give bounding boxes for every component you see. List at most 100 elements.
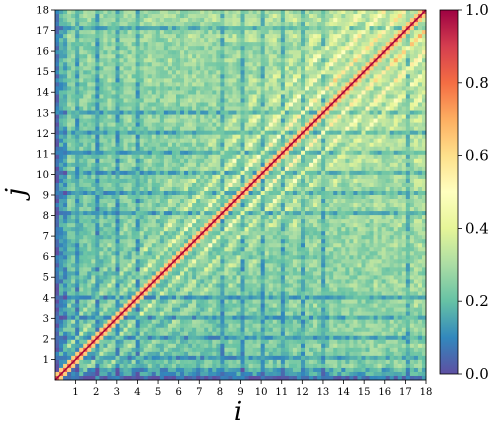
heatmap-cell — [272, 46, 278, 51]
heatmap-cell — [67, 78, 72, 83]
heatmap-cell — [353, 18, 358, 23]
heatmap-cell — [268, 174, 274, 180]
heatmap-cell — [321, 126, 326, 131]
heatmap-cell — [276, 170, 282, 176]
heatmap-cell — [107, 227, 112, 232]
heatmap-cell — [212, 130, 217, 136]
heatmap-cell — [171, 170, 177, 176]
heatmap-cell — [333, 30, 338, 35]
heatmap-cell — [337, 58, 342, 63]
heatmap-cell — [373, 126, 378, 131]
heatmap-cell — [220, 203, 225, 208]
heatmap-cell — [63, 82, 68, 87]
heatmap-cell — [59, 182, 64, 188]
heatmap-cell — [224, 78, 229, 83]
heatmap-cell — [321, 10, 326, 15]
heatmap-cell — [317, 86, 322, 91]
heatmap-cell — [131, 10, 136, 15]
heatmap-cell — [67, 195, 72, 200]
heatmap-cell — [321, 70, 326, 75]
heatmap-cell — [115, 38, 120, 43]
heatmap-cell — [200, 74, 205, 79]
heatmap-cell — [405, 82, 411, 87]
heatmap-cell — [244, 166, 249, 172]
heatmap-cell — [167, 223, 173, 228]
heatmap-cell — [256, 150, 262, 156]
heatmap-cell — [79, 203, 84, 208]
heatmap-cell — [369, 146, 374, 152]
heatmap-cell — [329, 182, 334, 188]
heatmap-cell — [272, 186, 278, 192]
heatmap-cell — [139, 30, 145, 35]
heatmap-cell — [244, 178, 249, 184]
heatmap-cell — [421, 170, 427, 176]
heatmap-cell — [171, 82, 177, 87]
heatmap-cell — [341, 195, 346, 200]
heatmap-cell — [421, 219, 427, 224]
heatmap-cell — [216, 174, 221, 180]
heatmap-cell — [216, 34, 221, 39]
heatmap-cell — [276, 158, 282, 164]
heatmap-cell — [159, 174, 165, 180]
heatmap-cell — [171, 118, 177, 123]
heatmap-cell — [377, 18, 382, 23]
heatmap-cell — [292, 102, 298, 107]
heatmap-cell — [337, 182, 342, 188]
heatmap-cell — [79, 182, 84, 188]
heatmap-cell — [417, 34, 423, 39]
heatmap-cell — [240, 207, 245, 212]
heatmap-cell — [361, 10, 366, 15]
heatmap-cell — [369, 138, 374, 144]
heatmap-cell — [103, 46, 108, 51]
heatmap-cell — [292, 90, 298, 95]
heatmap-cell — [216, 30, 221, 35]
heatmap-cell — [248, 62, 253, 67]
heatmap-cell — [389, 74, 395, 79]
heatmap-cell — [171, 158, 177, 164]
heatmap-cell — [208, 62, 213, 67]
heatmap-cell — [119, 203, 124, 208]
heatmap-cell — [252, 58, 257, 63]
heatmap-cell — [59, 203, 64, 208]
heatmap-cell — [59, 118, 64, 123]
heatmap-cell — [333, 106, 338, 111]
heatmap-cell — [188, 203, 193, 208]
heatmap-cell — [280, 10, 286, 15]
heatmap-cell — [313, 219, 318, 224]
heatmap-cell — [228, 102, 233, 107]
heatmap-cell — [317, 186, 322, 192]
heatmap-cell — [192, 10, 197, 15]
heatmap-cell — [401, 195, 407, 200]
heatmap-cell — [397, 203, 403, 208]
heatmap-cell — [280, 30, 286, 35]
heatmap-cell — [405, 90, 411, 95]
heatmap-cell — [381, 18, 387, 23]
heatmap-cell — [264, 66, 270, 71]
heatmap-cell — [212, 195, 217, 200]
heatmap-cell — [248, 122, 253, 127]
heatmap-cell — [397, 70, 403, 75]
heatmap-cell — [155, 138, 161, 144]
heatmap-cell — [175, 38, 181, 43]
heatmap-cell — [252, 134, 257, 140]
heatmap-cell — [309, 195, 314, 200]
heatmap-cell — [300, 126, 306, 131]
heatmap-cell — [397, 186, 403, 192]
heatmap-cell — [159, 158, 165, 164]
heatmap-cell — [373, 90, 378, 95]
heatmap-cell — [317, 150, 322, 156]
heatmap-cell — [305, 223, 310, 228]
heatmap-cell — [131, 146, 136, 152]
heatmap-cell — [385, 94, 391, 99]
heatmap-cell — [248, 34, 253, 39]
heatmap-cell — [369, 126, 374, 131]
heatmap-cell — [119, 158, 124, 164]
heatmap-cell — [252, 98, 257, 103]
heatmap-cell — [167, 158, 173, 164]
heatmap-cell — [171, 30, 177, 35]
heatmap-cell — [389, 58, 395, 63]
heatmap-cell — [163, 215, 169, 220]
heatmap-cell — [83, 10, 88, 15]
heatmap-cell — [175, 170, 181, 176]
heatmap-cell — [381, 58, 387, 63]
